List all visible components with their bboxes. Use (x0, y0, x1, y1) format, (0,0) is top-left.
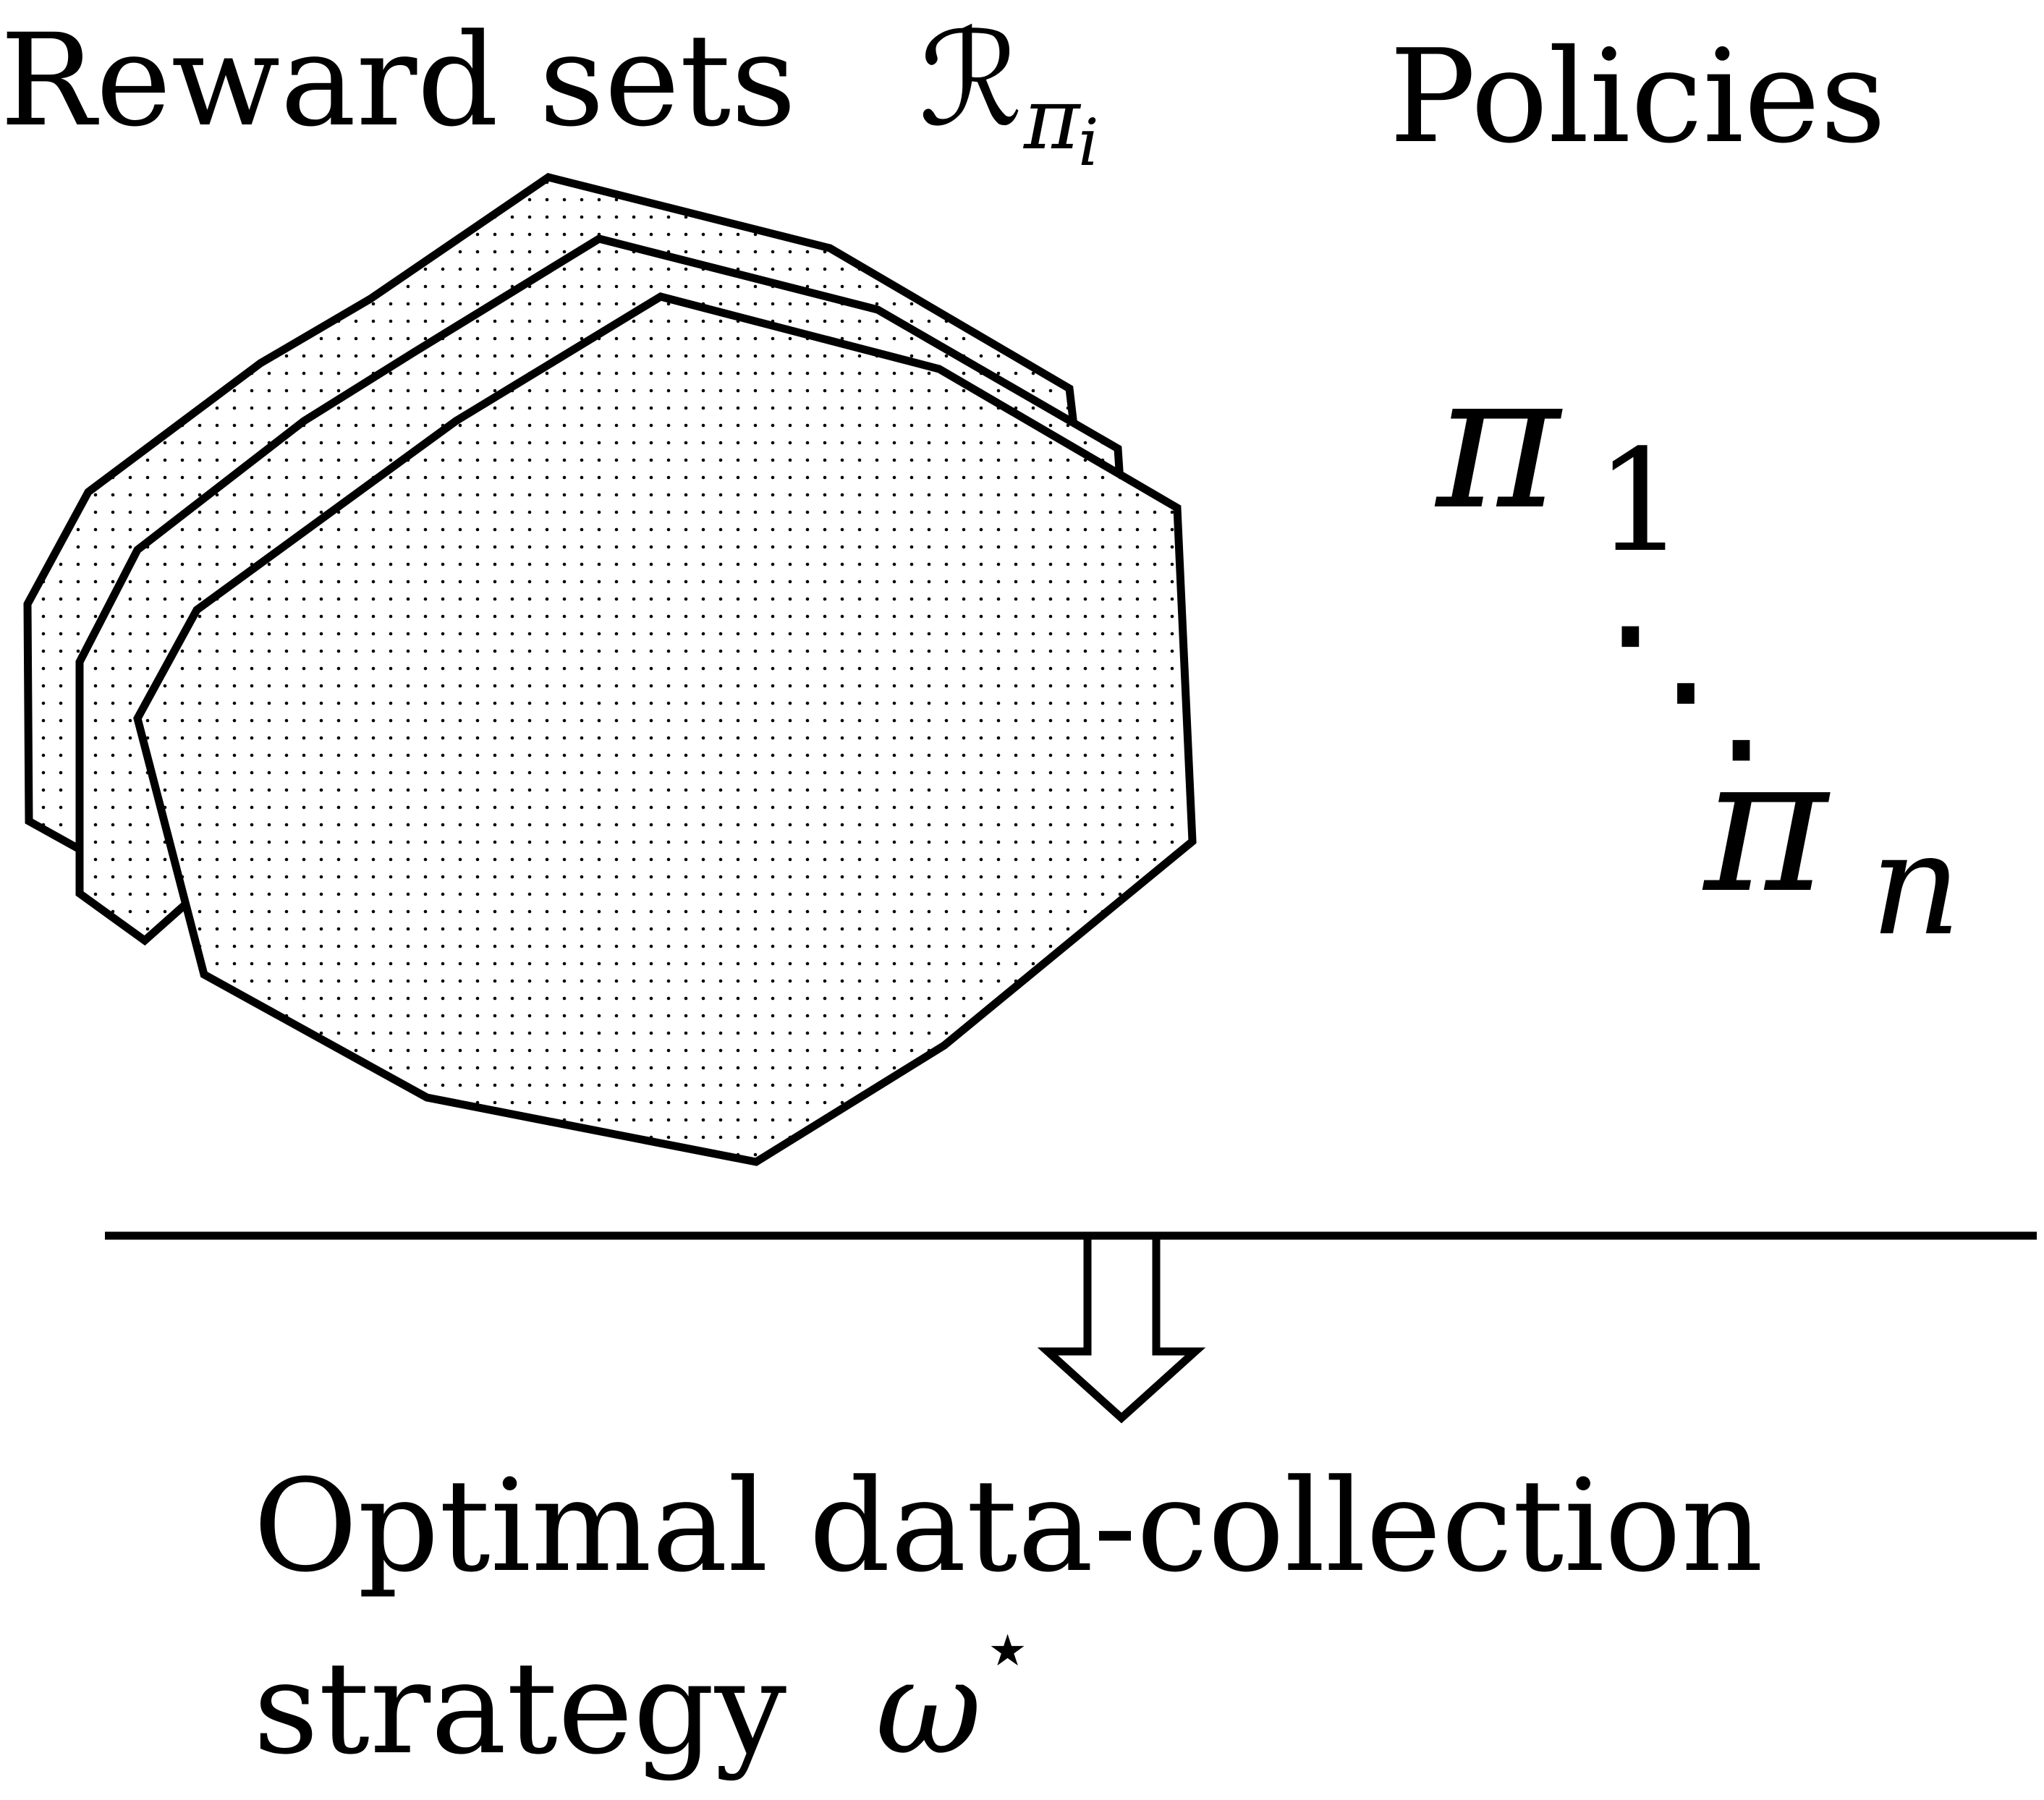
policy-ellipsis: ⋱ (1603, 592, 1769, 785)
policies-label: Policies (1389, 22, 1886, 171)
down-arrow-icon (1037, 1231, 1206, 1424)
policy-pi-n-symbol: π (1701, 716, 1831, 935)
result-omega-symbol: ω (875, 1632, 982, 1783)
policy-pi-1-symbol: π (1433, 333, 1563, 551)
result-line-2: strategy (253, 1634, 786, 1783)
reward-sets-label: Reward sets (0, 7, 797, 155)
reward-sets-subscript-i: i (1078, 105, 1099, 181)
reward-set-polygon-front (133, 292, 1197, 1166)
reward-sets-subscript-pi: π (1022, 69, 1082, 169)
policy-pi-1-subscript: 1 (1595, 419, 1685, 583)
reward-sets-symbol: ℛ (919, 4, 1023, 156)
result-line-1: Optimal data-collection (253, 1452, 1763, 1600)
result-star-superscript: ⋆ (980, 1599, 1035, 1699)
policy-pi-n-subscript: n (1870, 802, 1962, 967)
